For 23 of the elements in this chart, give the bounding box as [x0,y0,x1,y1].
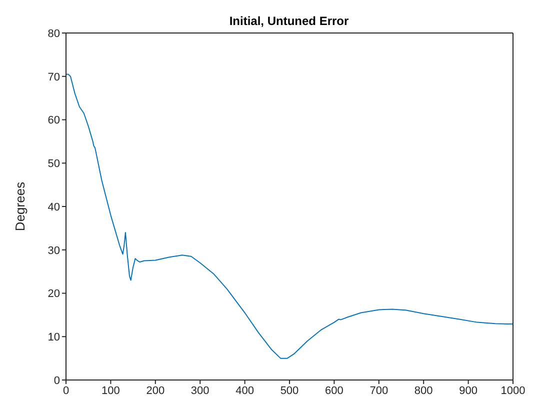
y-axis-title: Degrees [12,181,28,232]
y-tick-label: 40 [48,201,60,214]
line-series [66,74,513,359]
x-tick-label: 200 [146,384,165,397]
y-tick-label: 10 [48,332,60,344]
x-tick-label: 700 [370,384,388,397]
y-tick-label: 60 [48,114,60,127]
y-tick-label: 0 [54,374,60,387]
y-tick-label: 70 [48,71,60,84]
x-tick-label: 800 [414,384,433,397]
x-tick-label: 0 [62,384,70,397]
y-tick-label: 30 [48,244,60,257]
x-tick-label: 900 [459,384,478,397]
x-tick-label: 600 [325,384,344,397]
y-tick-label: 50 [48,158,60,170]
x-tick-label: 500 [280,384,299,397]
x-tick-label: 1000 [500,384,526,397]
x-tick-label: 400 [236,384,254,397]
chart-title: Initial, Untuned Error [228,14,350,28]
y-tick-label: 20 [48,288,60,300]
x-tick-label: 100 [102,384,120,397]
y-tick-label: 80 [48,28,60,40]
x-tick-label: 300 [190,384,210,397]
